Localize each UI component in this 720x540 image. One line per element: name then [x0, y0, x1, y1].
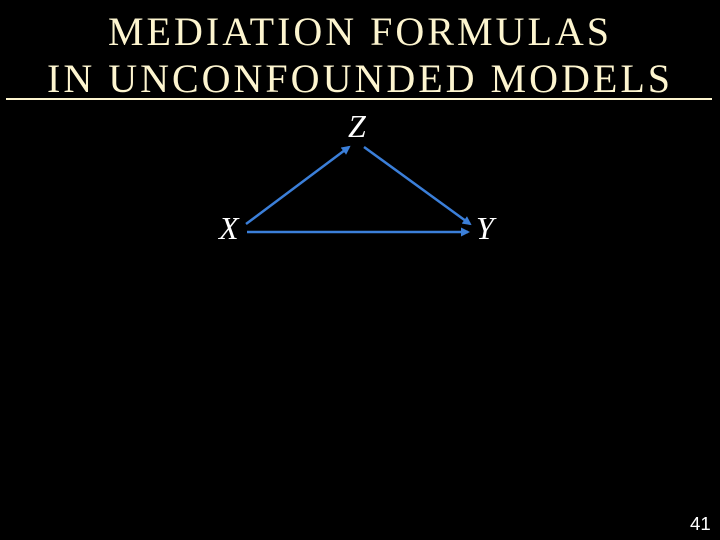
edge-z-y — [364, 147, 470, 224]
title-divider — [6, 98, 712, 100]
edge-x-z — [246, 147, 349, 224]
title-line-1: MEDIATION FORMULAS — [108, 9, 612, 54]
node-z: Z — [348, 108, 366, 145]
title-line-2: IN UNCONFOUNDED MODELS — [47, 56, 673, 101]
node-y: Y — [476, 210, 494, 247]
slide-title: MEDIATION FORMULAS IN UNCONFOUNDED MODEL… — [0, 8, 720, 102]
node-x: X — [219, 210, 239, 247]
slide: MEDIATION FORMULAS IN UNCONFOUNDED MODEL… — [0, 0, 720, 540]
page-number: 41 — [690, 513, 711, 535]
